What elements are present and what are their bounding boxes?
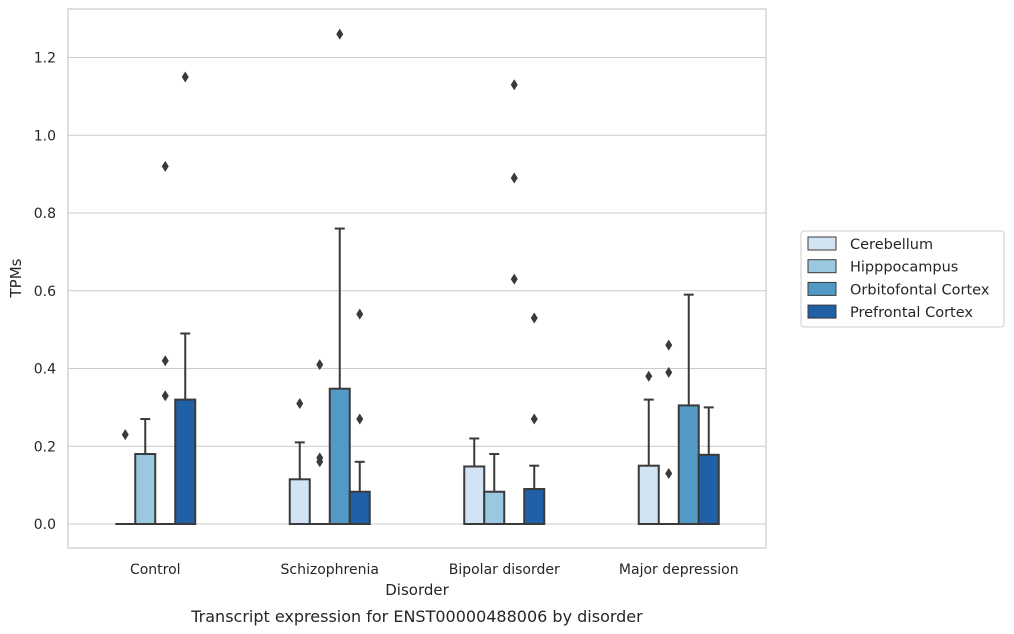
- outlier-point: [316, 359, 324, 371]
- outlier-point: [665, 339, 673, 351]
- outlier-point: [161, 355, 169, 367]
- x-axis-ticks: Control Schizophrenia Bipolar disorder Majo…: [130, 562, 739, 578]
- outlier-point: [665, 366, 673, 378]
- box-group: [115, 429, 136, 525]
- outlier-point: [510, 273, 518, 285]
- y-tick-label: 1.2: [34, 51, 56, 67]
- legend-swatch: [807, 304, 837, 319]
- box-group: [328, 28, 351, 525]
- boxes: [115, 28, 720, 526]
- box-group: [697, 406, 720, 525]
- outlier-point: [161, 390, 169, 402]
- x-tick-label: Bipolar disorder: [449, 562, 560, 578]
- box: [677, 404, 700, 525]
- plot-area-frame: [67, 8, 767, 549]
- y-tick-label: 0.4: [34, 362, 56, 378]
- box: [328, 387, 351, 525]
- box: [637, 464, 660, 525]
- y-tick-label: 0.0: [34, 517, 56, 533]
- box: [174, 398, 197, 526]
- box-group: [134, 418, 157, 525]
- box-group: [174, 71, 197, 526]
- box-group: [523, 312, 546, 526]
- outlier-point: [510, 79, 518, 91]
- box: [483, 490, 506, 526]
- box-group: [288, 397, 311, 526]
- legend-label: Cerebellum: [850, 237, 933, 253]
- outlier-point: [645, 370, 653, 382]
- box-group: [483, 453, 506, 526]
- outlier-point: [530, 312, 538, 324]
- box-group: [309, 359, 330, 525]
- outlier-point: [665, 467, 673, 479]
- x-tick-label: Control: [130, 562, 181, 578]
- outlier-point: [356, 308, 364, 320]
- box: [463, 465, 486, 525]
- y-tick-label: 0.6: [34, 284, 56, 300]
- box: [523, 488, 546, 526]
- legend-swatch: [807, 281, 837, 296]
- box: [134, 453, 157, 525]
- outlier-point: [530, 413, 538, 425]
- box-group: [637, 370, 660, 525]
- box-group: [155, 160, 176, 525]
- outlier-point: [121, 429, 129, 441]
- box-group: [658, 339, 679, 525]
- outlier-point: [356, 413, 364, 425]
- x-tick-label: Schizophrenia: [281, 562, 379, 578]
- outlier-point: [336, 28, 344, 40]
- outlier-point: [510, 172, 518, 184]
- box-group: [677, 293, 700, 525]
- box: [348, 490, 371, 526]
- outlier-point: [181, 71, 189, 83]
- outlier-point: [161, 160, 169, 172]
- outlier-point: [296, 397, 304, 409]
- y-tick-label: 0.8: [34, 206, 56, 222]
- y-axis-ticks: 0.0 0.2 0.4 0.6 0.8 1.0 1.2: [34, 51, 56, 534]
- legend-label: Hipppocampus: [850, 260, 958, 276]
- gridlines: [68, 56, 766, 525]
- legend-label: Orbitofontal Cortex: [850, 282, 990, 298]
- box: [697, 453, 720, 525]
- chart-caption: Transcript expression for ENST0000048800…: [190, 607, 643, 626]
- box-group: [348, 308, 371, 526]
- y-tick-label: 0.2: [34, 439, 56, 455]
- y-axis-label: TPMs: [7, 258, 25, 298]
- outlier-point: [316, 452, 324, 464]
- box-group: [463, 437, 486, 525]
- x-axis-label: Disorder: [385, 581, 449, 599]
- legend-swatch: [807, 259, 837, 274]
- legend: Cerebellum Hipppocampus Orbitofontal Corte…: [800, 230, 1005, 328]
- legend-swatch: [807, 236, 837, 251]
- x-tick-label: Major depression: [619, 562, 739, 578]
- box: [288, 478, 311, 526]
- box-group: [504, 79, 525, 525]
- legend-label: Prefrontal Cortex: [850, 305, 973, 321]
- legend-frame: [800, 230, 1005, 328]
- y-tick-label: 1.0: [34, 128, 56, 144]
